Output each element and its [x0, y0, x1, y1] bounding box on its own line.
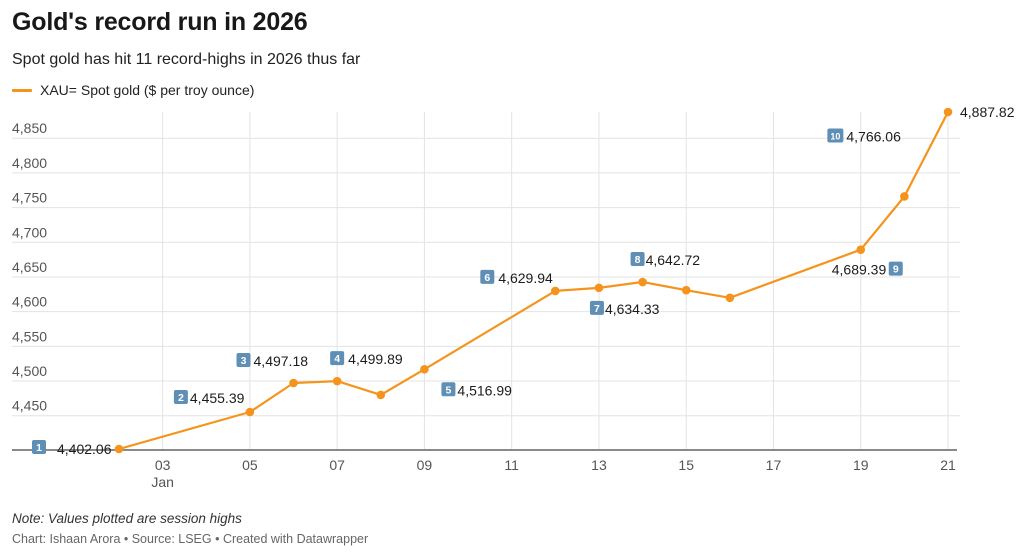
y-tick-label: 4,800 — [12, 155, 47, 171]
data-point — [376, 390, 386, 400]
annotation-value: 4,766.06 — [846, 128, 901, 144]
annotation-value: 4,642.72 — [646, 252, 701, 268]
annotation-badge-number: 1 — [36, 442, 42, 454]
data-point — [245, 407, 255, 417]
y-tick-label: 4,500 — [12, 363, 47, 379]
y-tick-label: 4,700 — [12, 224, 47, 240]
annotation-badge-number: 4 — [334, 353, 340, 365]
x-tick-label: 11 — [504, 457, 519, 473]
data-point — [420, 364, 429, 374]
annotation-value: 4,499.89 — [348, 351, 403, 367]
x-tick-label: 09 — [417, 457, 433, 473]
x-tick-label: 13 — [591, 457, 607, 473]
annotation-badge — [480, 269, 495, 284]
x-tick-label: 21 — [940, 457, 956, 473]
annotation-badge-number: 9 — [893, 264, 899, 276]
annotation-value: 4,516.99 — [457, 382, 512, 398]
annotation-badge-number: 7 — [594, 303, 600, 315]
annotation-badge-number: 10 — [830, 131, 840, 141]
legend-label: XAU= Spot gold ($ per troy ounce) — [40, 82, 255, 98]
data-point — [638, 277, 647, 287]
data-point — [725, 293, 735, 303]
y-tick-label: 4,450 — [12, 398, 47, 414]
annotation-badge — [888, 261, 903, 276]
x-tick-label: 17 — [766, 457, 782, 473]
annotation-value: 4,634.33 — [605, 301, 660, 317]
chart-legend: XAU= Spot gold ($ per troy ounce) — [12, 82, 254, 98]
annotation-value: 4,629.94 — [498, 270, 553, 286]
chart-title: Gold's record run in 2026 — [12, 8, 308, 36]
y-tick-label: 4,550 — [12, 328, 47, 344]
annotation-value: 4,887.82 — [960, 104, 1015, 120]
annotation-badge — [32, 440, 46, 454]
annotation-badge — [827, 128, 844, 143]
annotation-value: 4,402.06 — [57, 441, 112, 457]
data-point — [943, 107, 953, 117]
x-tick-label: 15 — [678, 457, 694, 473]
annotation-badge — [173, 390, 188, 405]
annotation-badge-number: 2 — [178, 392, 184, 404]
chart-subtitle: Spot gold has hit 11 record-highs in 202… — [12, 51, 361, 68]
annotation-badge — [630, 252, 645, 267]
y-tick-label: 4,600 — [12, 294, 47, 310]
chart-credit: Chart: Ishaan Arora • Source: LSEG • Cre… — [12, 532, 369, 546]
annotation-value: 4,689.39 — [832, 262, 887, 278]
data-point — [856, 245, 866, 254]
annotation-badge-number: 8 — [635, 254, 641, 266]
annotation-badge-number: 5 — [445, 384, 451, 396]
data-point — [900, 192, 909, 201]
annotation-badge-number: 6 — [484, 272, 490, 284]
x-tick-label: 19 — [853, 457, 869, 473]
y-tick-label: 4,750 — [12, 190, 47, 206]
data-point — [681, 285, 691, 295]
y-tick-label: 4,850 — [12, 120, 47, 136]
data-point — [551, 286, 560, 296]
annotation-value: 4,455.39 — [190, 390, 245, 406]
legend-swatch — [12, 88, 32, 92]
data-point — [114, 444, 124, 454]
series-line — [118, 111, 949, 451]
x-tick-label: 05 — [242, 457, 258, 473]
data-point — [332, 376, 342, 386]
data-point — [289, 378, 298, 388]
chart-note: Note: Values plotted are session highs — [12, 511, 242, 526]
annotation-badge — [589, 300, 604, 315]
y-tick-label: 4,650 — [12, 259, 47, 275]
annotation-badge — [330, 351, 345, 366]
data-point — [594, 283, 604, 293]
x-tick-label: 07 — [329, 457, 345, 473]
annotation-badge — [441, 382, 456, 397]
annotation-value: 4,497.18 — [254, 353, 309, 369]
annotation-badge-number: 3 — [241, 355, 247, 367]
annotation-badge — [236, 353, 251, 368]
x-tick-label: 03 — [155, 457, 171, 473]
x-month-label: Jan — [151, 474, 174, 490]
